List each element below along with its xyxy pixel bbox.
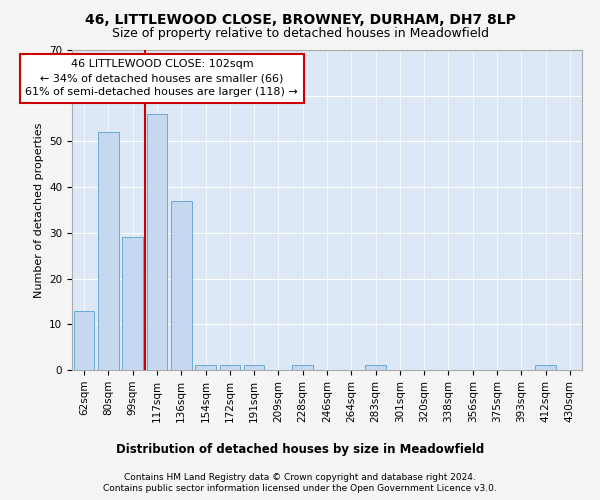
Bar <box>244 366 265 370</box>
Text: Contains public sector information licensed under the Open Government Licence v3: Contains public sector information licen… <box>103 484 497 493</box>
Text: Distribution of detached houses by size in Meadowfield: Distribution of detached houses by size … <box>116 442 484 456</box>
Bar <box>146 114 167 370</box>
Bar <box>171 201 191 370</box>
Text: Size of property relative to detached houses in Meadowfield: Size of property relative to detached ho… <box>112 28 488 40</box>
Bar <box>122 238 143 370</box>
Bar <box>365 366 386 370</box>
Text: 46 LITTLEWOOD CLOSE: 102sqm
← 34% of detached houses are smaller (66)
61% of sem: 46 LITTLEWOOD CLOSE: 102sqm ← 34% of det… <box>25 59 298 97</box>
Y-axis label: Number of detached properties: Number of detached properties <box>34 122 44 298</box>
Bar <box>195 366 216 370</box>
Bar <box>74 310 94 370</box>
Bar <box>292 366 313 370</box>
Text: 46, LITTLEWOOD CLOSE, BROWNEY, DURHAM, DH7 8LP: 46, LITTLEWOOD CLOSE, BROWNEY, DURHAM, D… <box>85 12 515 26</box>
Text: Contains HM Land Registry data © Crown copyright and database right 2024.: Contains HM Land Registry data © Crown c… <box>124 472 476 482</box>
Bar <box>98 132 119 370</box>
Bar <box>535 366 556 370</box>
Bar <box>220 366 240 370</box>
